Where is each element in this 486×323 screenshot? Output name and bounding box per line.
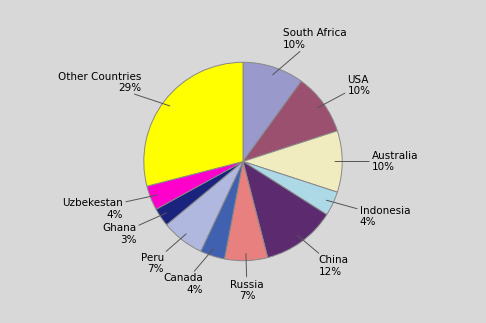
Text: Australia
10%: Australia 10% [335,151,418,172]
Text: Other Countries
29%: Other Countries 29% [58,72,170,106]
Wedge shape [243,81,337,162]
Wedge shape [167,162,243,251]
Wedge shape [225,162,268,261]
Text: Ghana
3%: Ghana 3% [102,213,167,245]
Text: USA
10%: USA 10% [318,75,370,108]
Text: Uzbekestan
4%: Uzbekestan 4% [62,195,157,220]
Text: Peru
7%: Peru 7% [141,234,186,274]
Text: Indonesia
4%: Indonesia 4% [327,200,410,227]
Wedge shape [243,131,342,192]
Text: South Africa
10%: South Africa 10% [273,28,347,75]
Wedge shape [147,162,243,209]
Wedge shape [156,162,243,225]
Text: Russia
7%: Russia 7% [230,254,264,301]
Wedge shape [243,162,327,257]
Text: China
12%: China 12% [297,235,349,276]
Text: Canada
4%: Canada 4% [163,248,214,295]
Wedge shape [201,162,243,259]
Wedge shape [243,162,337,215]
Wedge shape [144,62,243,186]
Wedge shape [243,62,301,162]
